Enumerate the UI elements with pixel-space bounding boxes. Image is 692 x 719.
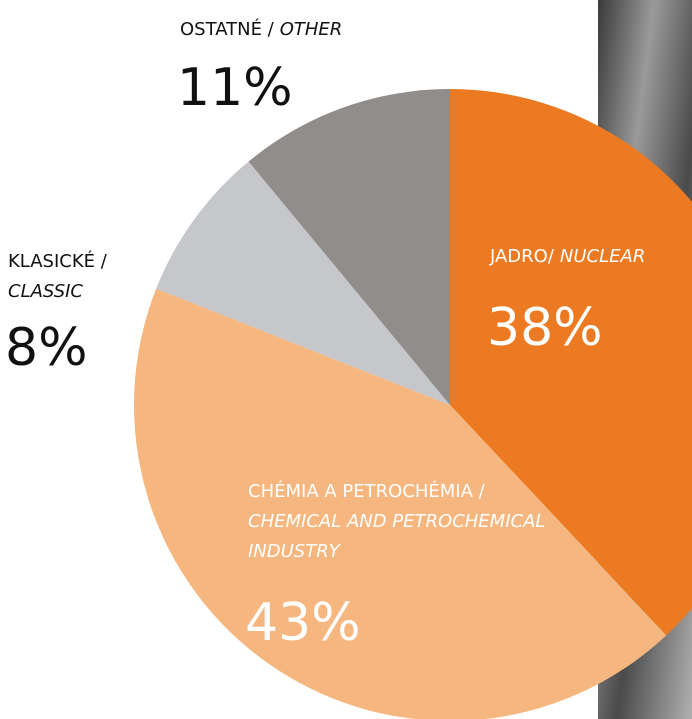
- slice-label: JADRO/NUCLEAR: [489, 246, 645, 267]
- value-label: 8%: [5, 318, 88, 378]
- label-english: CLASSIC: [8, 281, 83, 302]
- label-local: CHÉMIA A PETROCHÉMIA /: [248, 480, 486, 502]
- label-local: KLASICKÉ /: [8, 250, 108, 272]
- pie-slice: [450, 89, 692, 636]
- label-english: OTHER: [280, 19, 343, 40]
- label-english: CHEMICAL AND PETROCHEMICAL: [248, 511, 545, 532]
- pie-slice: [156, 161, 451, 405]
- label-local: JADRO/: [489, 246, 555, 267]
- label-local: OSTATNÉ /: [180, 18, 275, 40]
- slice-label: CHÉMIA A PETROCHÉMIA / CHEMICAL AND PETRO…: [248, 480, 545, 562]
- label-english: NUCLEAR: [560, 246, 645, 267]
- value-label: 11%: [177, 58, 293, 118]
- pie-slice: [134, 288, 667, 719]
- value-label: 43%: [245, 593, 361, 653]
- slice-label: KLASICKÉ / CLASSIC: [8, 250, 108, 302]
- pie: [134, 89, 692, 719]
- pie-slice: [248, 89, 450, 405]
- value-label: 38%: [487, 298, 603, 358]
- label-english: INDUSTRY: [248, 541, 342, 562]
- slice-label: OSTATNÉ / OTHER: [180, 18, 342, 40]
